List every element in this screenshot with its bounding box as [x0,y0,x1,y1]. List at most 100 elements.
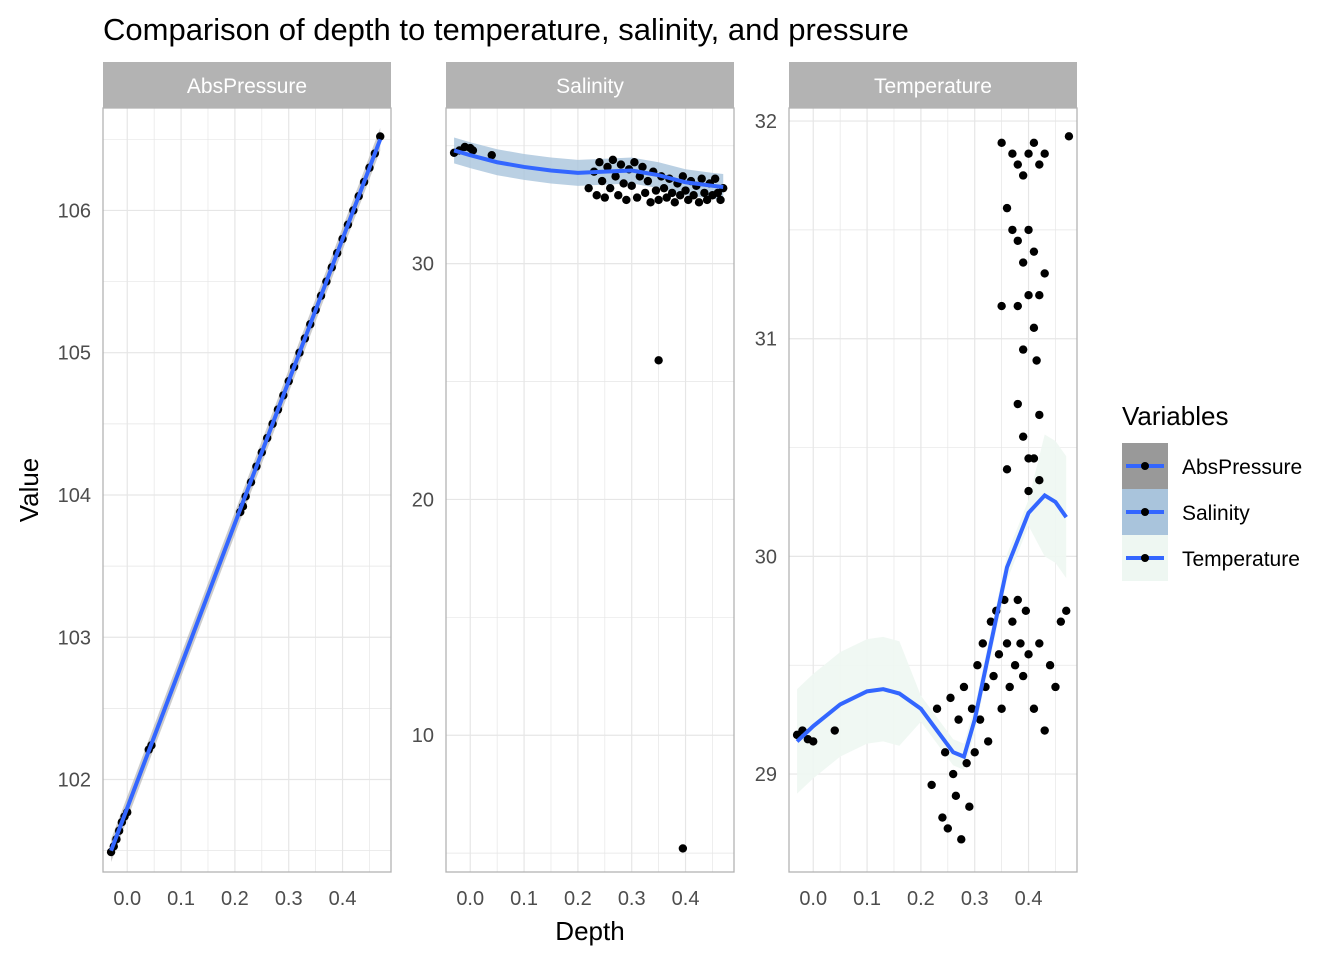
legend-key-point [1141,554,1149,562]
data-point [1056,617,1066,626]
legend: Variables AbsPressure Salinity Temperatu… [1122,401,1302,581]
data-point [1040,269,1049,278]
data-point [1010,661,1020,670]
y-tick-label: 30 [412,254,434,276]
data-point [376,132,385,141]
data-point [603,162,612,172]
data-point [932,704,942,713]
x-tick-label: 0.1 [167,888,195,910]
data-point [584,183,593,193]
x-tick-label: 0.3 [961,888,989,910]
data-point [608,155,618,165]
panel-grid [789,108,1077,872]
point-layer [792,132,1074,844]
y-tick-labels: 102 103 104 105 106 [58,200,91,791]
x-tick-labels: 0.0 0.1 0.2 0.3 0.4 [113,888,356,910]
data-point [978,639,987,648]
legend-label: Temperature [1182,548,1300,571]
data-point [592,191,601,200]
data-point [689,191,698,200]
data-point [1002,639,1012,648]
x-tick-label: 0.2 [564,888,592,910]
data-point [1035,639,1044,648]
panel-strip-label: AbsPressure [187,75,307,98]
data-point [967,704,977,713]
data-point [1013,595,1022,605]
panel-border [102,107,392,873]
data-point [1002,203,1012,213]
data-point [1040,149,1049,158]
point-layer [449,142,728,853]
data-point [1013,399,1022,409]
data-point [1018,258,1028,267]
legend-entry-salinity: Salinity [1122,489,1250,535]
data-point [954,715,963,724]
smooth-band [797,434,1067,794]
y-tick-label: 106 [58,200,91,222]
panel-strip-label: Salinity [556,75,624,98]
data-point [611,172,620,181]
data-point [938,813,947,822]
data-point [700,188,709,198]
data-point [678,844,688,853]
data-point [927,780,936,790]
legend-entry-abspressure: AbsPressure [1122,443,1302,489]
data-point [1018,671,1028,681]
data-point [1035,410,1044,420]
data-point [595,158,604,167]
data-point [667,188,677,198]
y-tick-label: 10 [412,725,434,747]
data-point [1018,171,1028,180]
x-tick-label: 0.3 [275,888,303,910]
data-point [1029,138,1039,148]
y-tick-label: 29 [755,764,777,786]
data-point [694,198,704,207]
data-point [643,176,653,186]
data-point [1032,356,1041,365]
x-tick-label: 0.4 [672,888,700,910]
data-point [632,193,642,202]
panel-strip [446,62,734,108]
data-point [468,146,478,155]
panel-grid [446,108,734,872]
data-point [1040,726,1049,735]
data-point [948,769,958,779]
data-point [940,748,950,757]
data-point [487,150,496,160]
panel-temperature: Temperature 0.0 0.1 0.2 0.3 0.4 29 30 31… [755,62,1078,910]
data-point [970,748,979,757]
data-point [1064,132,1074,141]
smooth-line [109,138,383,852]
panel-strip-label: Temperature [874,75,992,98]
data-point [830,726,839,735]
data-point [1051,682,1060,692]
data-point [951,791,961,801]
data-point [1013,301,1022,311]
data-point [962,758,971,768]
x-axis-title: Depth [555,916,624,946]
data-point [809,737,818,746]
data-point [1013,236,1022,245]
y-tick-label: 102 [58,770,91,792]
data-point [957,835,966,844]
data-point [1029,323,1039,333]
data-point [946,693,955,703]
panel-strip [789,62,1077,108]
x-tick-label: 0.2 [221,888,249,910]
x-tick-label: 0.4 [329,888,357,910]
x-tick-label: 0.3 [618,888,646,910]
data-point [973,661,982,670]
y-tick-label: 20 [412,489,434,511]
x-tick-label: 0.1 [853,888,881,910]
data-point [1045,661,1055,670]
data-point [681,186,690,195]
data-point [1024,149,1033,158]
panel-border [788,107,1078,873]
data-point [614,191,623,200]
panel-border [445,107,735,873]
x-tick-labels: 0.0 0.1 0.2 0.3 0.4 [799,888,1042,910]
data-point [1013,160,1022,169]
x-tick-label: 0.0 [456,888,484,910]
data-point [959,682,969,692]
data-point [659,183,669,193]
